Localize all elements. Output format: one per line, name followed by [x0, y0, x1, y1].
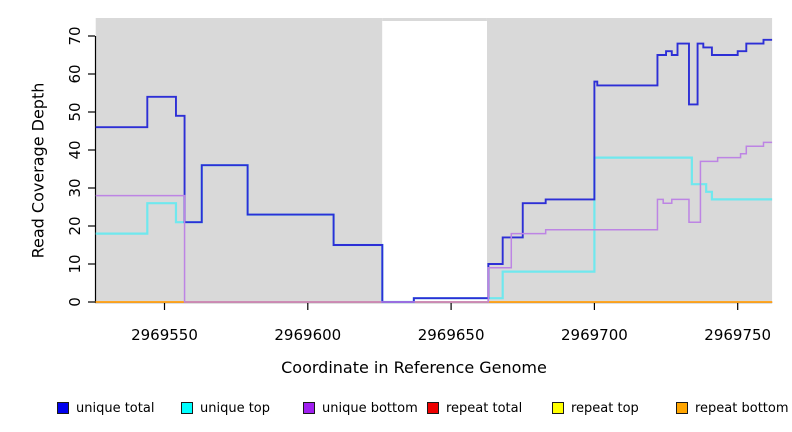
- legend-swatch-icon: [57, 401, 69, 414]
- legend-item-unique-top: unique top: [181, 398, 270, 416]
- y-tick-label: 50: [66, 102, 84, 121]
- legend-item-repeat-total: repeat total: [427, 398, 522, 416]
- y-tick-label: 40: [66, 140, 84, 159]
- shaded-region-0: [95, 18, 383, 302]
- y-tick-label: 10: [66, 254, 84, 273]
- gap-region: [382, 21, 487, 302]
- legend-label: unique bottom: [322, 401, 418, 416]
- x-tick-label: 2969750: [704, 326, 771, 344]
- y-tick-label: 0: [66, 297, 84, 307]
- legend-swatch-icon: [427, 401, 439, 414]
- y-tick-label: 30: [66, 178, 84, 197]
- legend-swatch-icon: [181, 401, 193, 414]
- y-tick-label: 70: [66, 26, 84, 45]
- x-tick-label: 2969700: [561, 326, 628, 344]
- x-axis-title-text: Coordinate in Reference Genome: [281, 358, 547, 377]
- legend-label: repeat top: [571, 401, 639, 416]
- x-axis-title: Coordinate in Reference Genome: [0, 358, 792, 377]
- legend-label: unique total: [76, 401, 155, 416]
- legend-swatch-icon: [303, 401, 315, 414]
- chart-legend: unique total unique top unique bottom repea…: [0, 394, 792, 424]
- legend-item-repeat-top: repeat top: [552, 398, 639, 416]
- y-axis-title-text: Read Coverage Depth: [28, 82, 48, 259]
- y-tick-label: 60: [66, 64, 84, 83]
- x-tick-label: 2969600: [274, 326, 341, 344]
- y-tick-label: 20: [66, 216, 84, 235]
- legend-label: repeat total: [446, 401, 523, 416]
- series-unique-bottom-line: [95, 141, 773, 303]
- shaded-region-1: [486, 18, 773, 302]
- x-tick-label: 2969550: [131, 326, 198, 344]
- series-unique-total-line: [95, 38, 773, 303]
- legend-swatch-icon: [552, 401, 564, 414]
- legend-item-repeat-bottom: repeat bottom: [676, 398, 789, 416]
- y-axis-title: Read Coverage Depth: [29, 36, 48, 306]
- legend-item-unique-bottom: unique bottom: [303, 398, 418, 416]
- legend-swatch-icon: [676, 401, 688, 414]
- gap-top-border: [382, 18, 487, 21]
- legend-label: unique top: [200, 401, 271, 416]
- legend-item-unique-total: unique total: [57, 398, 154, 416]
- x-tick-label: 2969650: [418, 326, 485, 344]
- legend-label: repeat bottom: [695, 401, 789, 416]
